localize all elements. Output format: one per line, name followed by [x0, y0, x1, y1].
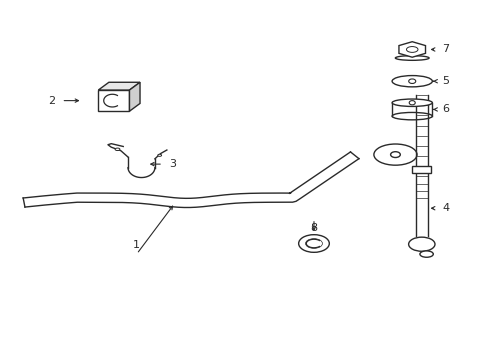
Bar [411, 166, 430, 173]
Text: 8: 8 [310, 223, 317, 233]
Ellipse shape [391, 112, 431, 120]
Polygon shape [129, 82, 140, 111]
Text: 6: 6 [441, 104, 448, 114]
Ellipse shape [305, 239, 322, 248]
Text: 7: 7 [441, 45, 448, 54]
Ellipse shape [408, 79, 415, 84]
Text: 3: 3 [168, 159, 175, 169]
Ellipse shape [419, 251, 432, 257]
Ellipse shape [373, 144, 416, 165]
Ellipse shape [115, 148, 120, 150]
Text: 2: 2 [48, 96, 56, 105]
Ellipse shape [390, 152, 400, 158]
Text: 4: 4 [441, 203, 448, 213]
Ellipse shape [158, 154, 161, 156]
Ellipse shape [391, 99, 431, 107]
Polygon shape [98, 90, 129, 111]
Ellipse shape [406, 46, 417, 52]
Polygon shape [398, 42, 425, 57]
Polygon shape [98, 82, 140, 90]
Ellipse shape [391, 76, 431, 87]
Ellipse shape [408, 100, 414, 105]
Text: 1: 1 [133, 240, 140, 250]
Ellipse shape [408, 237, 434, 251]
Text: 5: 5 [441, 76, 448, 86]
Ellipse shape [395, 56, 428, 60]
Ellipse shape [298, 235, 328, 252]
